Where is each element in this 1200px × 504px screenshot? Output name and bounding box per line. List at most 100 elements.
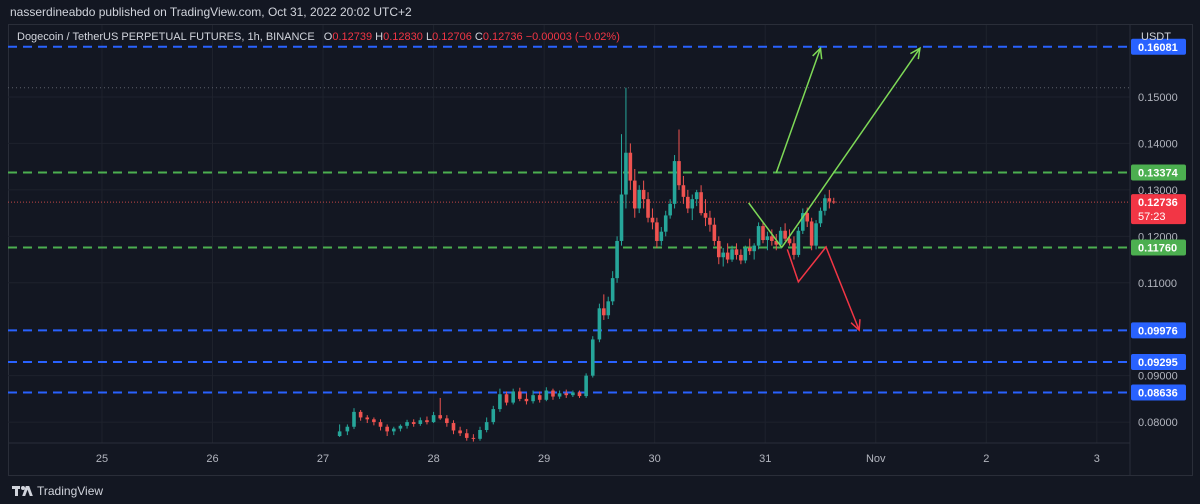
candle-body — [544, 390, 549, 400]
candle-body — [823, 198, 827, 211]
candle-body — [518, 391, 522, 399]
candle-body — [425, 420, 429, 423]
close-value: 0.12736 — [482, 31, 523, 43]
candle-body — [716, 240, 721, 258]
candle-body — [438, 415, 443, 419]
candle-body — [385, 426, 389, 432]
publisher-info: nasserdineabdo published on TradingView.… — [10, 5, 412, 19]
candle-body — [765, 236, 770, 241]
level-price-tag — [1131, 239, 1186, 256]
candle-body — [478, 429, 482, 439]
countdown-label: 57:23 — [1138, 211, 1166, 223]
candle-body — [699, 192, 703, 214]
candle-body — [756, 226, 761, 246]
candle-body — [345, 426, 350, 432]
candle-body — [800, 213, 805, 231]
candle-body — [358, 411, 363, 418]
candle-body — [663, 215, 668, 232]
level-price-tag — [1131, 164, 1186, 181]
candle-body — [778, 230, 783, 245]
level-price-label: 0.09295 — [1138, 357, 1178, 369]
candle-body — [504, 394, 509, 403]
candle-body — [783, 230, 787, 239]
candle-body — [659, 231, 664, 241]
projection-drawings — [748, 46, 921, 332]
candle-body — [831, 201, 836, 203]
footer-bar — [0, 478, 1200, 504]
top-bar: nasserdineabdo published on TradingView.… — [0, 0, 1200, 24]
candle-body — [352, 411, 356, 427]
candle-body — [752, 245, 756, 252]
candle-body — [524, 398, 529, 402]
candle-body — [398, 425, 403, 429]
candle-body — [597, 308, 602, 340]
time-tick-label: 26 — [206, 453, 218, 465]
candle-body — [619, 194, 624, 241]
candle-body — [787, 238, 792, 244]
candle-body — [551, 390, 555, 397]
price-tick-label: 0.15000 — [1138, 92, 1178, 104]
high-value: 0.12830 — [383, 31, 423, 43]
symbol-legend: Dogecoin / TetherUS PERPETUAL FUTURES, 1… — [17, 31, 620, 43]
candle-body — [774, 240, 779, 245]
close-label: C — [474, 31, 483, 43]
brand-name: TradingView — [37, 484, 104, 498]
candle-body — [531, 395, 535, 402]
time-tick-label: 25 — [96, 453, 108, 465]
candle-body — [610, 278, 615, 302]
level-price-tag — [1131, 353, 1186, 370]
candle-body — [827, 198, 832, 202]
candle-body — [445, 418, 449, 424]
candle-body — [672, 161, 677, 204]
level-price-label: 0.08636 — [1138, 388, 1178, 400]
level-price-label: 0.11760 — [1138, 242, 1177, 254]
level-price-tag — [1131, 322, 1186, 339]
currency-unit: USDT — [1141, 31, 1171, 43]
candle-body — [365, 417, 370, 420]
projection-up-path — [781, 47, 921, 248]
candle-body — [458, 430, 462, 434]
time-tick-label: 31 — [759, 453, 771, 465]
candle-body — [677, 161, 681, 186]
price-tick-label: 0.08000 — [1138, 417, 1178, 429]
open-label: O — [323, 31, 333, 43]
candle-body — [761, 226, 765, 241]
low-label: L — [425, 31, 433, 43]
candle-body — [391, 428, 396, 432]
time-tick-label: Nov — [866, 453, 886, 465]
candle-body — [577, 392, 582, 397]
level-price-label: 0.13374 — [1138, 168, 1179, 180]
level-price-tag — [1131, 38, 1186, 55]
horizontal-levels — [8, 45, 1130, 394]
candle-body — [628, 152, 633, 181]
candle-body — [584, 375, 588, 397]
candle-body — [809, 221, 814, 246]
tradingview-brand[interactable]: TradingView — [12, 484, 103, 498]
price-tick-label: 0.11000 — [1138, 278, 1177, 290]
candle-body — [431, 415, 436, 423]
level-price-label: 0.16081 — [1138, 42, 1178, 54]
candle-body — [602, 308, 606, 316]
candlestick-series — [337, 87, 836, 442]
candle-body — [464, 433, 469, 438]
candle-body — [615, 240, 619, 279]
projection-up-alt — [775, 47, 822, 173]
time-tick-label: 30 — [649, 453, 661, 465]
candle-body — [712, 224, 717, 241]
candle-body — [411, 422, 416, 424]
candle-body — [641, 189, 646, 200]
price-tags: 0.16081 0.13374 0.11760 0.09976 0.09295 0.086… — [1131, 38, 1186, 401]
candle-body — [571, 392, 575, 396]
arrow-up-head — [910, 46, 921, 60]
candle-body — [624, 152, 628, 195]
candle-body — [451, 423, 456, 431]
level-price-tag — [1131, 384, 1186, 401]
candle-body — [770, 236, 774, 241]
candle-body — [734, 249, 739, 255]
price-tick-label: 0.14000 — [1138, 138, 1178, 150]
candle-body — [405, 422, 409, 426]
last-price-tag — [1131, 194, 1186, 225]
price-tick-label: 0.13000 — [1138, 185, 1178, 197]
candle-body — [337, 431, 342, 437]
